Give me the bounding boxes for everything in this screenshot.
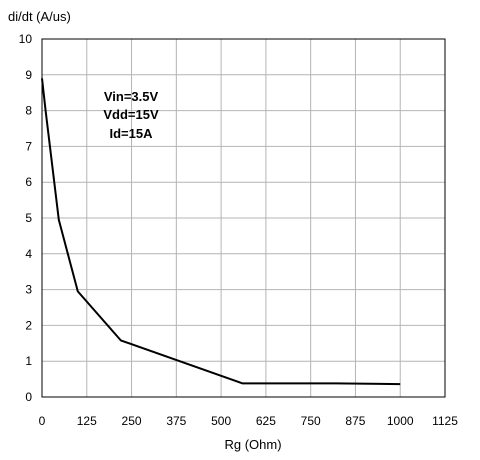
x-tick-label: 500: [211, 414, 231, 428]
annotation-vdd: Vdd=15V: [103, 107, 159, 122]
x-tick-labels: 0 125 250 375 500 625 750 875 1000 1125: [39, 414, 459, 428]
y-axis-title: di/dt (A/us): [8, 9, 71, 24]
x-tick-label: 125: [77, 414, 97, 428]
annotation-box: Vin=3.5V Vdd=15V Id=15A: [103, 89, 159, 141]
x-tick-label: 625: [256, 414, 276, 428]
y-tick-label: 1: [25, 354, 32, 368]
y-tick-label: 9: [25, 68, 32, 82]
series-group: [41, 78, 401, 386]
x-tick-label: 750: [301, 414, 321, 428]
x-tick-label: 375: [166, 414, 186, 428]
y-tick-label: 7: [25, 139, 32, 153]
x-tick-label: 875: [345, 414, 365, 428]
y-tick-label: 0: [25, 390, 32, 404]
x-tick-label: 250: [122, 414, 142, 428]
y-tick-labels: 0 1 2 3 4 5 6 7 8 9 10: [19, 32, 33, 404]
x-tick-label: 1125: [432, 414, 458, 428]
y-tick-label: 8: [25, 104, 32, 118]
y-tick-label: 4: [25, 247, 32, 261]
y-tick-label: 2: [25, 318, 32, 332]
plot-frame: [41, 38, 446, 398]
y-tick-label: 10: [19, 32, 33, 46]
annotation-id: Id=15A: [110, 126, 154, 141]
annotation-vin: Vin=3.5V: [104, 89, 159, 104]
y-tick-label: 6: [25, 175, 32, 189]
y-tick-label: 5: [25, 211, 32, 225]
x-axis-title: Rg (Ohm): [224, 437, 281, 452]
x-tick-label: 1000: [387, 414, 414, 428]
y-tick-label: 3: [25, 283, 32, 297]
x-tick-label: 0: [39, 414, 46, 428]
grid: [42, 39, 445, 397]
series-line: [41, 78, 401, 386]
